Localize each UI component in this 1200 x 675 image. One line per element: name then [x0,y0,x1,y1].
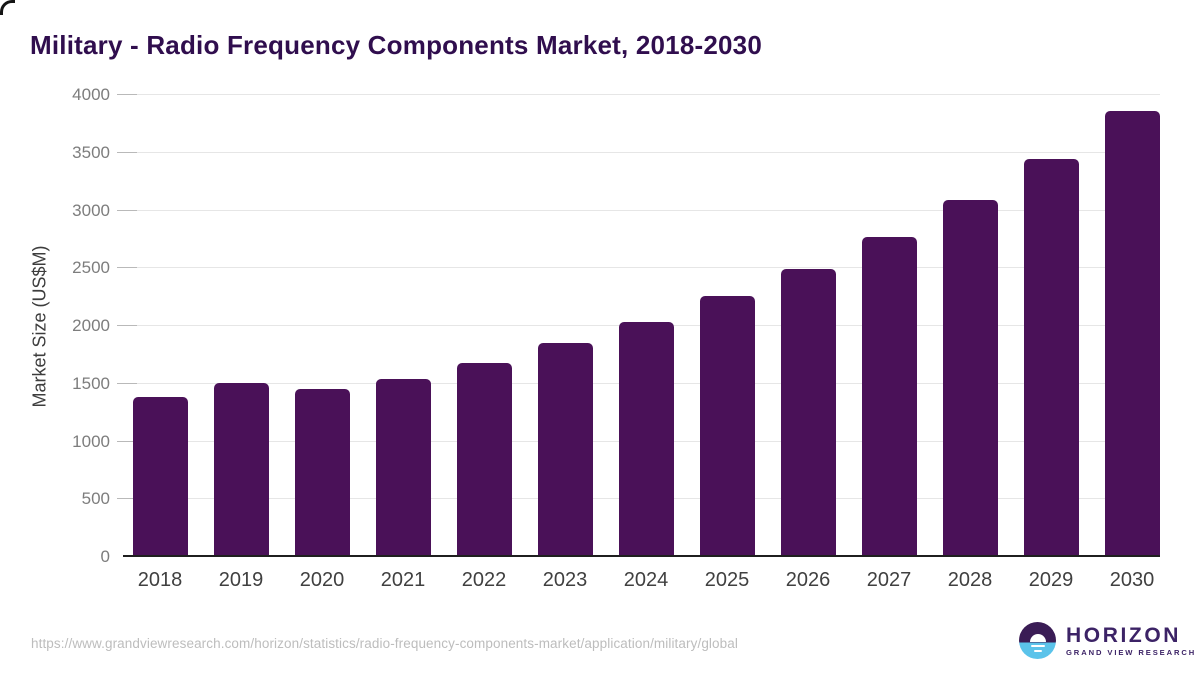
ytick-0: 0 [100,547,110,566]
ytick-3000: 3000 [72,200,110,220]
gridline-3000 [117,209,1160,211]
xtick-2028: 2028 [947,569,993,591]
xtick-2018: 2018 [137,569,183,591]
source-url: https://www.grandviewresearch.com/horizo… [31,636,738,651]
ytick-3500: 3500 [72,142,110,162]
xtick-2030: 2030 [1109,569,1155,591]
bar-2024[interactable] [618,321,674,555]
ytick-1500: 1500 [72,373,110,393]
logo-text-block: HORIZON GRAND VIEW RESEARCH [1066,623,1197,657]
sun-reflection-line [1033,649,1042,652]
xtick-2029: 2029 [1028,569,1074,591]
bar-2023[interactable] [537,343,593,555]
horizon-logo[interactable]: HORIZON GRAND VIEW RESEARCH [1019,622,1196,659]
screen-corner-artifact [0,0,15,15]
xtick-2027: 2027 [866,569,912,591]
gridline-4000 [117,94,1160,95]
bar-2018[interactable] [132,397,188,555]
bar-2025[interactable] [699,295,755,555]
ytick-500: 500 [81,489,110,509]
ytick-2500: 2500 [72,258,110,278]
sun-glyph [1029,634,1046,643]
ytick-2000: 2000 [72,316,110,335]
sun-reflection-line [1030,645,1045,648]
xtick-2021: 2021 [380,569,426,591]
xtick-2024: 2024 [623,569,669,591]
gridline-3500 [117,151,1160,153]
bar-2029[interactable] [1023,159,1079,555]
ytick-4000: 4000 [72,85,110,104]
xtick-2026: 2026 [785,569,831,591]
bar-2020[interactable] [294,389,350,555]
bar-2021[interactable] [375,379,431,555]
xtick-2023: 2023 [542,569,588,591]
bar-2019[interactable] [213,383,269,555]
xtick-2019: 2019 [218,569,264,591]
xtick-2020: 2020 [299,569,345,591]
x-axis-tick-labels: 2018 2019 2020 2021 2022 2023 2024 2025 2026 2027… [123,569,1160,595]
x-axis-line [123,555,1160,557]
y-axis-tick-labels: 0 500 1000 1500 2000 2500 3000 3500 4000 [0,86,110,566]
bar-2026[interactable] [780,269,836,555]
bar-2027[interactable] [861,236,917,555]
horizon-sun-icon [1019,622,1056,659]
logo-tagline: GRAND VIEW RESEARCH [1066,647,1197,657]
xtick-2022: 2022 [461,569,507,591]
xtick-2025: 2025 [704,569,750,591]
bar-2022[interactable] [456,363,512,555]
gridline-2500 [117,267,1160,269]
ytick-1000: 1000 [72,431,110,451]
logo-name: HORIZON [1066,623,1182,647]
bar-2028[interactable] [942,200,998,555]
plot-area [117,94,1160,557]
bar-2030[interactable] [1104,111,1160,555]
chart-title: Military - Radio Frequency Components Ma… [30,30,762,60]
